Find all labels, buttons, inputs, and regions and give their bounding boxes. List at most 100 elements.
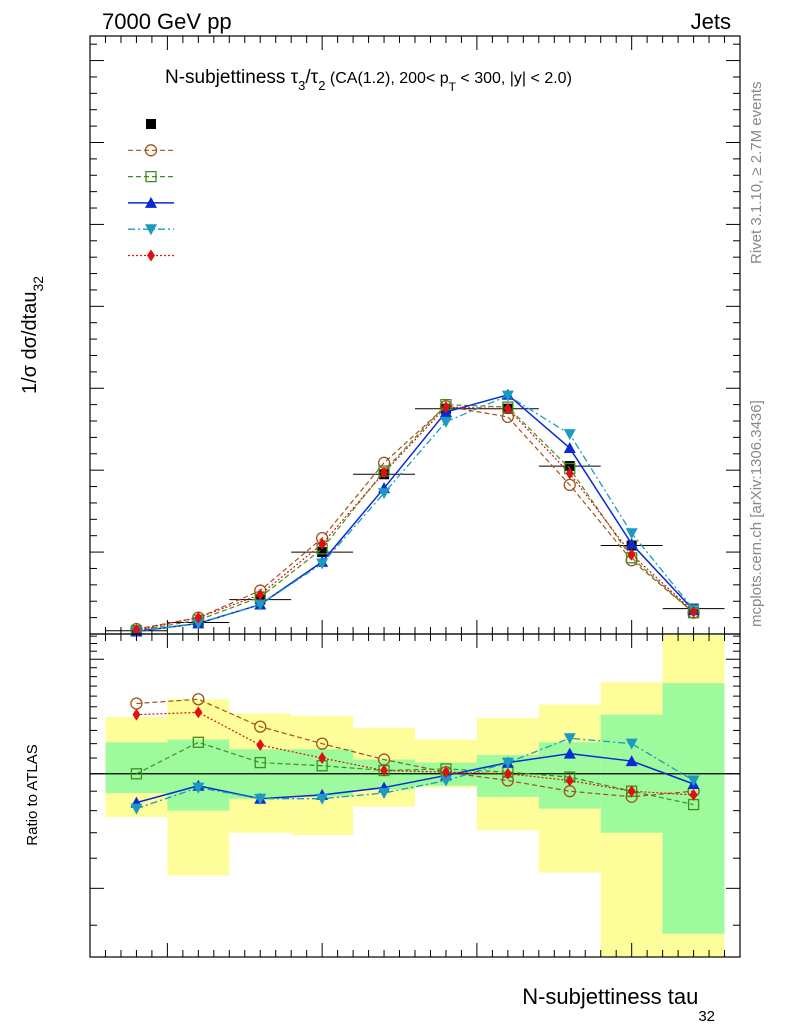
ratio-point-sherpa bbox=[256, 739, 265, 752]
series-point-sherpa bbox=[565, 467, 574, 480]
series-point-vincia bbox=[254, 599, 267, 611]
ratio-point-herwig7 bbox=[192, 736, 204, 748]
ratio-xlabel-sub: 32 bbox=[698, 1008, 715, 1024]
ratio-point-sherpa bbox=[194, 706, 203, 719]
title-rest: (CA(1.2), 200< p bbox=[325, 70, 448, 87]
atlas-point bbox=[564, 461, 575, 472]
series-point-pythia bbox=[563, 442, 576, 454]
ratio-line-pythia bbox=[136, 752, 694, 804]
ratio-point-vincia bbox=[625, 738, 638, 750]
legend-marker-pythia bbox=[145, 196, 157, 208]
legend-marker-herwig7 bbox=[145, 170, 157, 183]
ratio-series-vincia bbox=[130, 733, 700, 815]
ratio-point-pythia bbox=[563, 747, 576, 759]
ratio-line-herwigpp bbox=[136, 698, 694, 798]
series-vincia bbox=[130, 390, 700, 638]
ratio-panel bbox=[89, 633, 741, 958]
series-line-sherpa bbox=[136, 406, 694, 631]
series-atlas bbox=[105, 403, 725, 636]
ratio-point-sherpa bbox=[380, 764, 389, 777]
upper-frame bbox=[89, 35, 741, 635]
series-herwig7 bbox=[130, 398, 700, 637]
ratio-point-sherpa bbox=[689, 788, 698, 801]
ratio-frame bbox=[89, 633, 741, 958]
upper-ylabel-sub: 32 bbox=[30, 276, 46, 292]
series-point-sherpa bbox=[503, 402, 512, 415]
ratio-point-vincia bbox=[316, 793, 329, 805]
legend-item-vincia bbox=[128, 224, 174, 236]
legend-marker-atlas bbox=[146, 119, 156, 129]
mcplots-label: mcplots.cern.ch [arXiv:1306.3436] bbox=[748, 400, 765, 627]
title-slash: /τ bbox=[305, 67, 318, 88]
ratio-point-herwig7 bbox=[130, 768, 143, 780]
series-point-vincia bbox=[439, 416, 452, 428]
series-point-vincia bbox=[316, 558, 329, 570]
series-pythia bbox=[130, 388, 700, 637]
series-sherpa bbox=[132, 401, 698, 636]
series-point-vincia bbox=[378, 488, 391, 500]
series-point-sherpa bbox=[441, 401, 450, 414]
title-pt-sub: T bbox=[449, 80, 457, 94]
ratio-point-vincia bbox=[192, 782, 205, 794]
series-point-vincia bbox=[501, 390, 514, 402]
ratio-xlabel-main: N-subjettiness tau bbox=[522, 984, 698, 1009]
ratio-line-vincia bbox=[136, 737, 694, 810]
ratio-point-herwigpp bbox=[192, 693, 205, 706]
series-point-sherpa bbox=[380, 466, 389, 479]
upper-ylabel: 1/σ dσ/dtau32 bbox=[19, 276, 46, 394]
series-point-sherpa bbox=[627, 548, 636, 561]
series-point-sherpa bbox=[194, 611, 203, 624]
series-point-sherpa bbox=[132, 623, 141, 636]
ratio-xlabel: N-subjettiness tau32 bbox=[522, 984, 715, 1024]
ratio-point-sherpa bbox=[441, 766, 450, 779]
title-sub-b: 2 bbox=[318, 78, 325, 93]
legend bbox=[128, 119, 174, 262]
legend-item-sherpa bbox=[128, 249, 174, 262]
title-main: N-subjettiness τ bbox=[165, 67, 299, 88]
series-line-herwig7 bbox=[136, 404, 694, 632]
ratio-line-herwig7 bbox=[136, 741, 694, 806]
series-point-sherpa bbox=[318, 537, 327, 550]
ratio-point-vincia bbox=[563, 733, 576, 745]
series-point-vincia bbox=[563, 429, 576, 441]
legend-item-pythia bbox=[128, 196, 174, 208]
ratio-series-sherpa bbox=[132, 706, 698, 801]
atlas-point bbox=[317, 547, 328, 558]
legend-marker-herwigpp bbox=[144, 144, 158, 157]
ratio-point-vincia bbox=[254, 793, 267, 805]
header-right: Jets bbox=[691, 9, 731, 34]
plot-title: N-subjettiness τ3/τ2 (CA(1.2), 200< pT <… bbox=[165, 67, 572, 94]
header-left: 7000 GeV pp bbox=[102, 9, 232, 34]
band-inner bbox=[105, 742, 168, 794]
ratio-point-sherpa bbox=[627, 785, 636, 798]
ratio-point-sherpa bbox=[132, 708, 141, 721]
band-inner bbox=[662, 683, 725, 934]
upper-panel bbox=[89, 35, 741, 638]
upper-ylabel-main: 1/σ dσ/dtau bbox=[19, 292, 41, 395]
ratio-point-herwigpp bbox=[254, 720, 267, 733]
series-point-vincia bbox=[192, 618, 205, 630]
title-sub-a: 3 bbox=[298, 78, 305, 93]
ratio-point-pythia bbox=[625, 755, 638, 767]
ratio-point-herwig7 bbox=[254, 756, 266, 769]
series-point-vincia bbox=[625, 528, 638, 540]
ratio-point-sherpa bbox=[503, 767, 512, 780]
title-tail: < 300, |y| < 2.0) bbox=[456, 70, 572, 87]
ratio-point-vincia bbox=[439, 775, 452, 787]
ratio-point-vincia bbox=[378, 788, 391, 800]
series-point-sherpa bbox=[689, 605, 698, 618]
legend-item-herwigpp bbox=[128, 144, 174, 157]
ratio-ylabel: Ratio to ATLAS bbox=[24, 744, 41, 845]
legend-item-atlas bbox=[146, 119, 156, 129]
ratio-point-sherpa bbox=[565, 774, 574, 787]
legend-marker-vincia bbox=[145, 224, 157, 236]
series-line-pythia bbox=[136, 393, 695, 633]
series-point-sherpa bbox=[256, 588, 265, 601]
band-inner bbox=[167, 739, 230, 811]
series-line-herwigpp bbox=[136, 405, 694, 630]
ratio-point-vincia bbox=[687, 775, 700, 787]
series-point-pythia bbox=[625, 537, 638, 549]
ratio-point-vincia bbox=[130, 803, 143, 815]
rivet-label: Rivet 3.1.10, ≥ 2.7M events bbox=[748, 82, 765, 265]
